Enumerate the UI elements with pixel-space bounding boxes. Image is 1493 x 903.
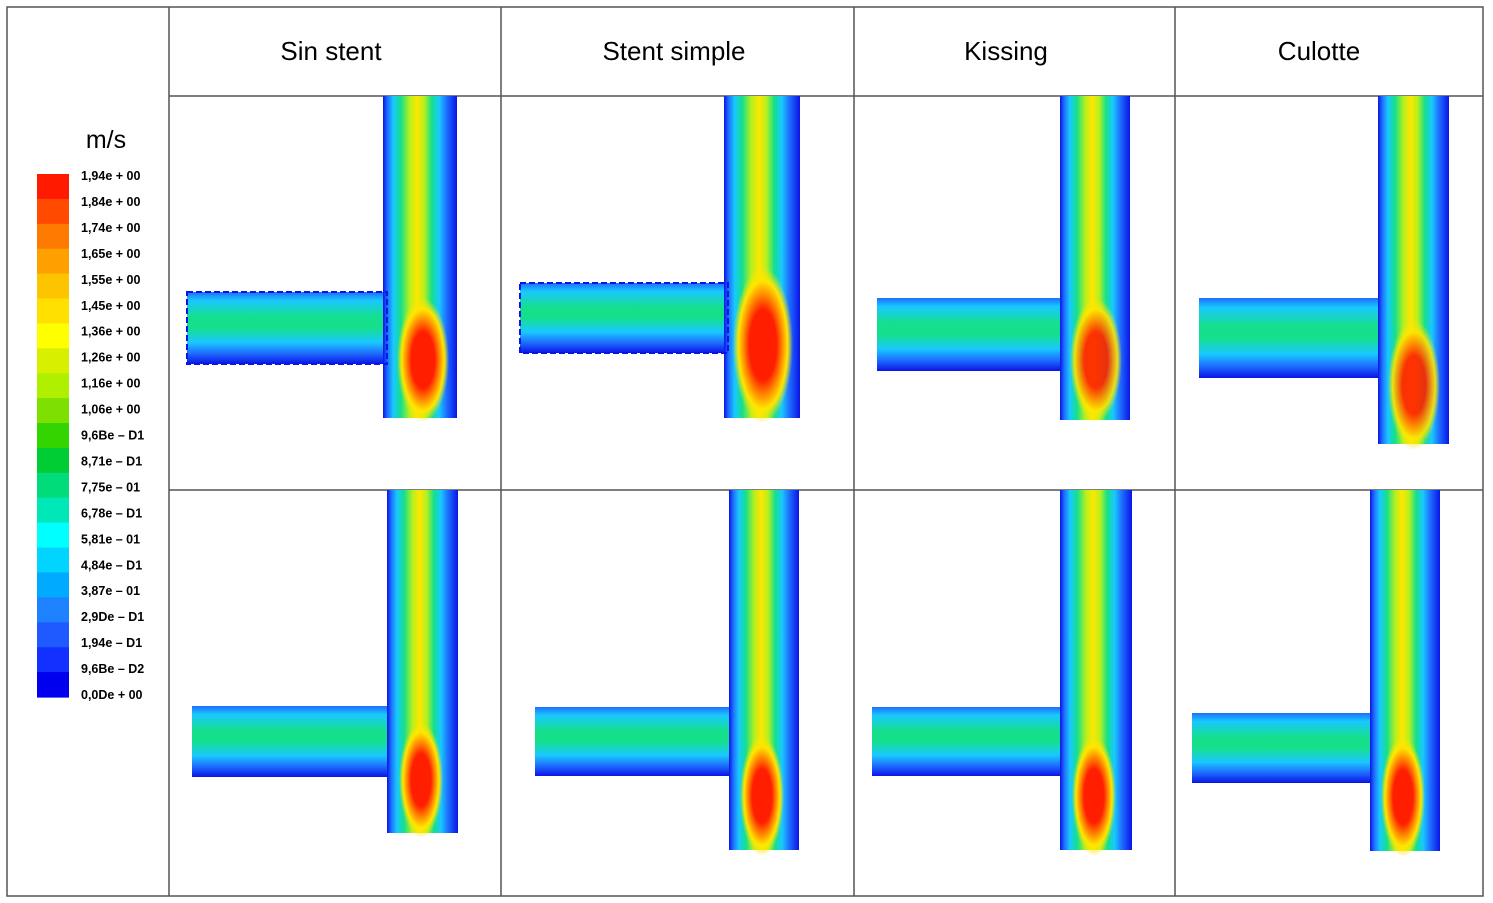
legend-swatch: [37, 622, 69, 648]
legend-label: 9,6Be – D1: [81, 429, 144, 443]
legend-swatch: [37, 447, 69, 474]
legend-label: 3,87e – 01: [81, 584, 140, 598]
legend-swatch: [37, 323, 69, 349]
legend-label: 1,26e + 00: [81, 351, 140, 365]
legend-label: 9,6Be – D2: [81, 662, 144, 676]
legend-label: 1,94e – D1: [81, 636, 142, 650]
legend-swatch: [37, 223, 69, 250]
legend-swatch: [37, 472, 69, 499]
legend-swatch: [37, 572, 69, 598]
legend-swatch: [37, 497, 69, 524]
legend-label: 1,55e + 00: [81, 273, 140, 287]
legend-swatch: [37, 672, 69, 698]
legend-unit: m/s: [86, 126, 126, 154]
flow-panel-sin-stent-bottom: [192, 490, 458, 838]
legend-swatch: [37, 398, 69, 424]
color-legend: m/s 1,94e + 00 1,84e + 00 1,74e + 00 1,65e …: [37, 126, 144, 702]
legend-swatch: [37, 647, 69, 673]
legend-swatch: [37, 522, 69, 549]
column-header-stent-simple: Stent simple: [602, 36, 745, 66]
flow-panel-kissing-bottom: [872, 490, 1132, 856]
flow-panel-kissing-top: [877, 96, 1130, 422]
flow-panel-stent-simple-top: [519, 96, 800, 423]
legend-swatch: [37, 248, 69, 275]
legend-label: 1,94e + 00: [81, 169, 140, 183]
legend-label: 1,45e + 00: [81, 299, 140, 313]
legend-label: 0,0De + 00: [81, 688, 143, 702]
legend-label: 5,81e – 01: [81, 532, 140, 546]
legend-label: 2,9De – D1: [81, 610, 144, 624]
flow-panel-stent-simple-bottom: [535, 490, 799, 856]
legend-swatch: [37, 348, 69, 374]
legend-label: 1,84e + 00: [81, 195, 140, 209]
legend-label: 8,71e – D1: [81, 454, 142, 468]
legend-swatch: [37, 423, 69, 449]
legend-label: 1,65e + 00: [81, 247, 140, 261]
column-header-culotte: Culotte: [1278, 36, 1360, 66]
legend-labels: 1,94e + 00 1,84e + 00 1,74e + 00 1,65e + 00…: [81, 169, 144, 702]
legend-swatch: [37, 597, 69, 623]
legend-label: 6,78e – D1: [81, 506, 142, 520]
flow-panel-culotte-bottom: [1192, 490, 1440, 857]
legend-swatch: [37, 298, 69, 325]
legend-label: 1,16e + 00: [81, 377, 140, 391]
column-header-kissing: Kissing: [964, 36, 1048, 66]
legend-label: 1,06e + 00: [81, 403, 140, 417]
legend-swatch: [37, 373, 69, 399]
column-header-sin-stent: Sin stent: [280, 36, 382, 66]
legend-swatch: [37, 273, 69, 300]
legend-swatch: [37, 198, 69, 225]
legend-label: 4,84e – D1: [81, 558, 142, 572]
flow-panel-sin-stent-top: [186, 96, 457, 422]
legend-label: 1,36e + 00: [81, 325, 140, 339]
legend-swatch: [37, 174, 69, 200]
legend-label: 1,74e + 00: [81, 221, 140, 235]
legend-swatch: [37, 547, 69, 574]
legend-swatches: [37, 174, 69, 698]
flow-panel-culotte-top: [1199, 96, 1449, 450]
legend-label: 7,75e – 01: [81, 480, 140, 494]
